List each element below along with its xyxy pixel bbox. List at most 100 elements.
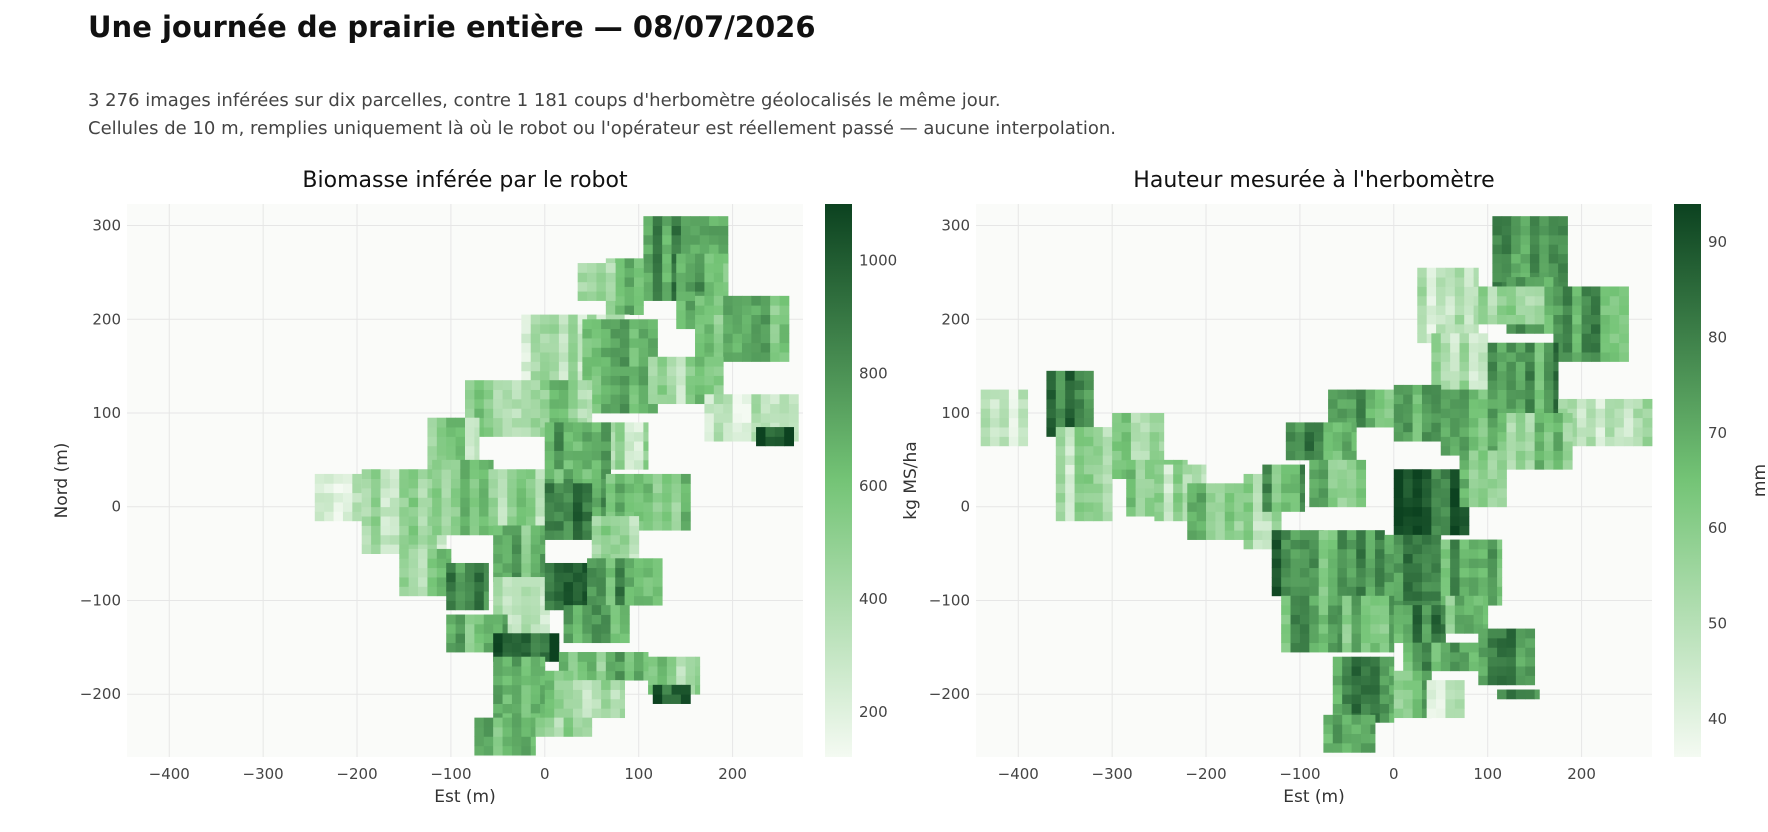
heatmap-cell <box>1445 267 1456 278</box>
heatmap-cell <box>1370 666 1381 676</box>
heatmap-cell <box>1459 370 1470 381</box>
heatmap-cell <box>577 263 588 273</box>
heatmap-cell <box>1346 398 1357 409</box>
heatmap-cell <box>1318 539 1329 550</box>
heatmap-cell <box>1403 431 1413 442</box>
heatmap-cell <box>1379 595 1390 606</box>
heatmap-cell <box>1346 497 1357 508</box>
heatmap-cell <box>1567 398 1578 409</box>
heatmap-cell <box>493 736 503 747</box>
heatmap-cell <box>455 591 466 601</box>
heatmap-cell <box>1403 623 1413 634</box>
heatmap-cell <box>1328 478 1338 489</box>
heatmap-cell <box>634 305 644 315</box>
heatmap-cell <box>572 623 583 634</box>
heatmap-cell <box>572 422 583 433</box>
heatmap-cell <box>554 441 564 451</box>
heatmap-cell <box>549 633 560 644</box>
heatmap-cell <box>540 314 550 325</box>
heatmap-cell <box>713 366 724 376</box>
heatmap-cell <box>1112 431 1122 442</box>
heatmap-cell <box>1544 398 1554 409</box>
heatmap-cell <box>1389 712 1395 723</box>
heatmap-cell <box>643 661 649 672</box>
heatmap-cell <box>1497 286 1507 297</box>
heatmap-cell <box>1393 708 1404 719</box>
heatmap-cell <box>1055 511 1066 522</box>
heatmap-cell <box>1431 516 1442 526</box>
heatmap-cell <box>1506 352 1517 362</box>
heatmap-cell <box>455 436 466 447</box>
heatmap-cell <box>511 666 522 676</box>
heatmap-cell <box>314 483 325 494</box>
heatmap-cell <box>544 459 555 470</box>
heatmap-cell <box>502 553 513 564</box>
heatmap-cell <box>1553 422 1564 433</box>
heatmap-cell <box>1459 380 1470 390</box>
heatmap-cell <box>521 361 532 372</box>
heatmap-cell <box>474 717 485 728</box>
heatmap-cell <box>695 272 705 283</box>
heatmap-cell <box>648 356 658 367</box>
heatmap-cell <box>1515 286 1526 297</box>
heatmap-cell <box>1478 333 1489 344</box>
heatmap-cell <box>1206 492 1216 503</box>
heatmap-cell <box>1337 586 1348 597</box>
heatmap-cell <box>591 394 602 405</box>
heatmap-cell <box>450 478 461 489</box>
heatmap-cell <box>1440 586 1451 597</box>
heatmap-cell <box>540 642 550 653</box>
heatmap-cell <box>1252 473 1263 484</box>
heatmap-cell <box>1426 295 1437 306</box>
heatmap-cell <box>469 487 480 498</box>
heatmap-cell <box>460 469 471 480</box>
heatmap-cell <box>1008 427 1019 437</box>
heatmap-cell <box>1525 389 1536 400</box>
heatmap-cell <box>1440 661 1451 672</box>
heatmap-cell <box>558 408 569 419</box>
heatmap-cell <box>662 272 672 283</box>
heatmap-cell <box>1281 473 1291 484</box>
heatmap-cell <box>1501 216 1512 226</box>
heatmap-cell <box>1487 361 1498 372</box>
heatmap-cell <box>380 534 391 545</box>
heatmap-cell <box>1346 389 1357 400</box>
heatmap-cell <box>1609 323 1620 334</box>
heatmap-cell <box>1506 295 1517 306</box>
heatmap-cell <box>1431 342 1442 353</box>
heatmap-cell <box>1633 427 1644 437</box>
heatmap-cell <box>1323 441 1334 451</box>
heatmap-cell <box>563 483 574 494</box>
heatmap-cell <box>479 487 489 498</box>
y-tick-label: −200 <box>80 685 121 703</box>
heatmap-cell <box>1525 656 1536 667</box>
heatmap-cell <box>460 487 471 498</box>
heatmap-cell <box>704 366 715 376</box>
heatmap-cell <box>1412 642 1423 653</box>
heatmap-cell <box>493 398 503 409</box>
heatmap-cell <box>1431 642 1442 653</box>
heatmap-cell <box>1201 473 1207 484</box>
heatmap-cell <box>1337 459 1348 470</box>
heatmap-cell <box>1412 506 1423 517</box>
heatmap-cell <box>1126 487 1137 498</box>
heatmap-cell <box>1534 323 1545 334</box>
heatmap-cell <box>1468 342 1479 353</box>
heatmap-cell <box>662 684 672 695</box>
heatmap-cell <box>619 328 630 339</box>
heatmap-cell <box>1403 572 1413 583</box>
heatmap-cell <box>1379 642 1390 653</box>
heatmap-cell <box>1515 370 1526 381</box>
heatmap-cell <box>1421 534 1432 545</box>
heatmap-cell <box>1121 413 1132 423</box>
heatmap-cell <box>1055 408 1066 419</box>
heatmap-cell <box>1558 272 1568 283</box>
heatmap-cell <box>1454 623 1465 634</box>
heatmap-cell <box>582 483 593 494</box>
heatmap-cell <box>521 389 532 400</box>
heatmap-cell <box>511 389 522 400</box>
heatmap-cell <box>1614 408 1625 419</box>
heatmap-cell <box>1356 478 1367 489</box>
heatmap-cell <box>999 408 1010 419</box>
heatmap-cell <box>582 492 593 503</box>
